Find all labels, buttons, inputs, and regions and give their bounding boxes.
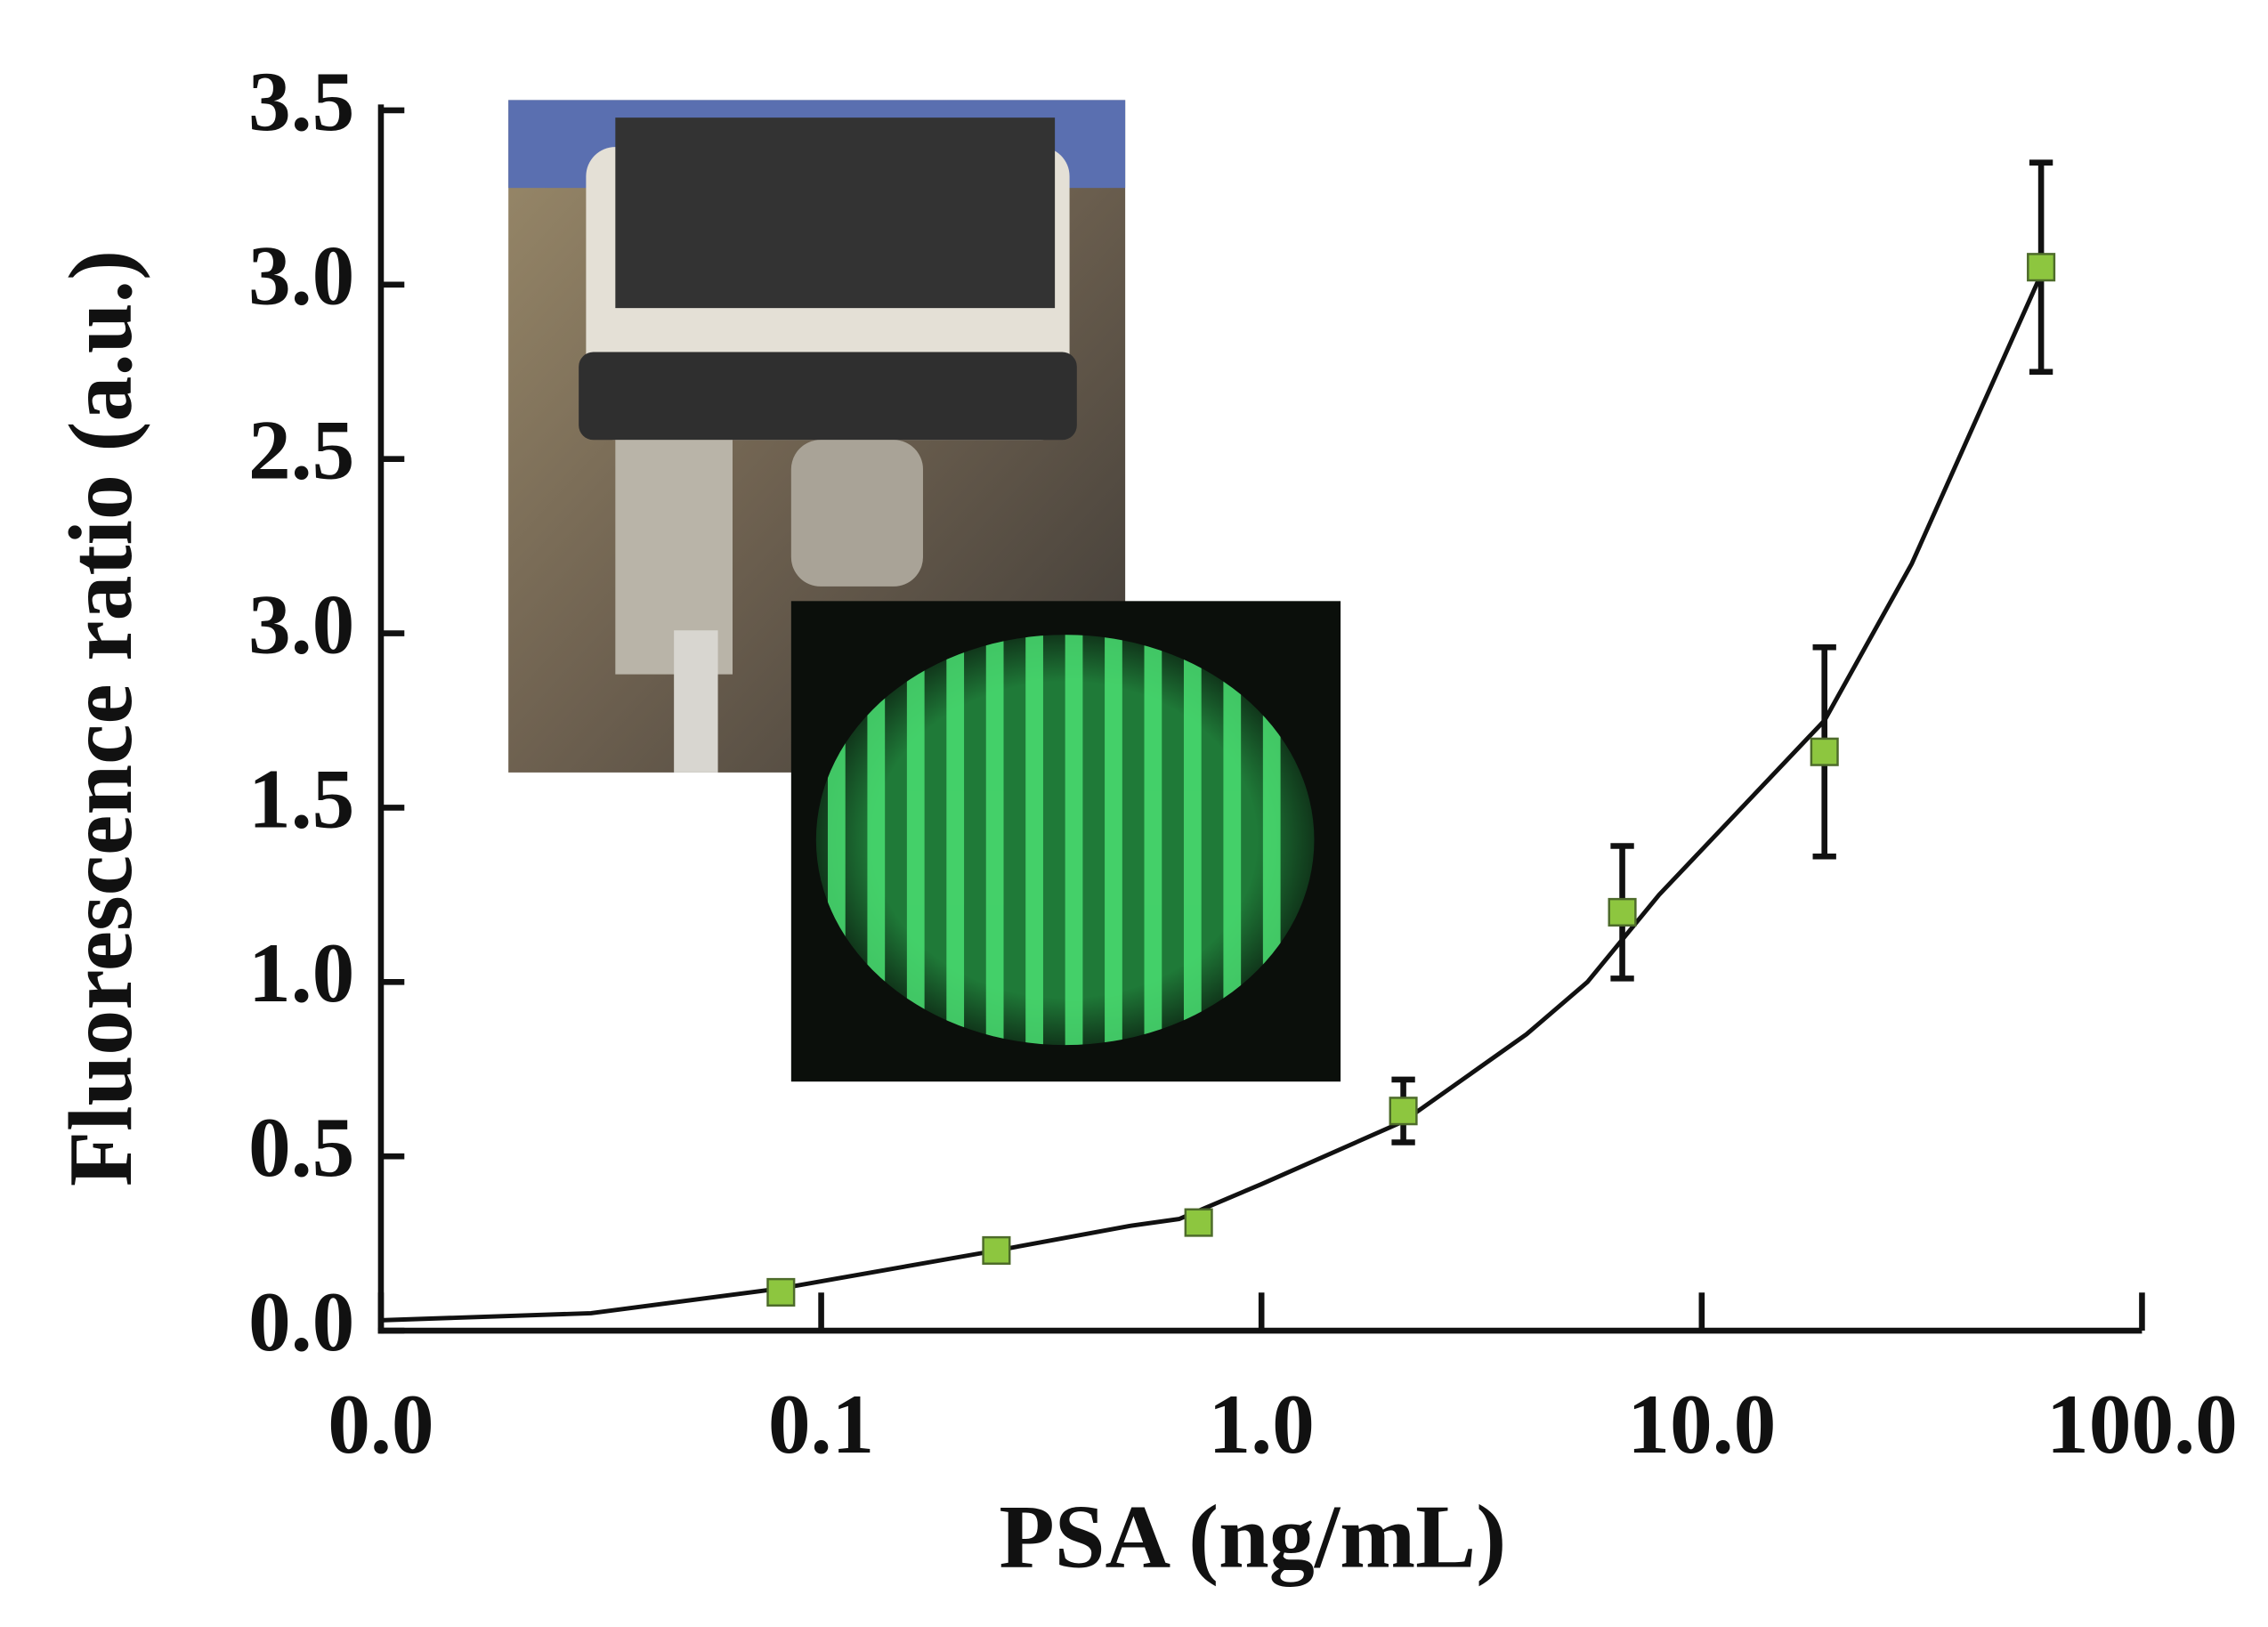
y-tick-label: 0.0 [248, 1275, 354, 1369]
point [1810, 737, 1839, 766]
x-tick-label: 0.0 [328, 1377, 433, 1471]
y-tick-label: 3.0 [248, 229, 354, 323]
point [1184, 1208, 1213, 1237]
point [2027, 253, 2056, 282]
x-tick-label: 100.0 [2046, 1377, 2238, 1471]
point [982, 1235, 1011, 1265]
inset-photo [508, 100, 1126, 773]
y-axis-label: Fluorescence ratio (a.u.) [51, 250, 151, 1186]
y-tick-label: 3.0 [248, 577, 354, 671]
point [1608, 897, 1637, 927]
inset-fluorescence [790, 601, 1341, 1082]
y-tick-label: 1.5 [248, 751, 354, 846]
fit-curve [380, 266, 2046, 1323]
x-tick-label: 0.1 [768, 1377, 874, 1471]
y-tick-label: 3.5 [248, 54, 354, 149]
x-tick-label: 10.0 [1627, 1377, 1776, 1471]
y-tick-label: 2.5 [248, 403, 354, 498]
point [1389, 1097, 1418, 1126]
y-tick-label: 0.5 [248, 1100, 354, 1194]
y-tick-label: 1.0 [248, 926, 354, 1020]
x-axis-label: PSA (ng/mL) [999, 1486, 1506, 1587]
point [766, 1277, 796, 1307]
x-tick-label: 1.0 [1209, 1377, 1315, 1471]
